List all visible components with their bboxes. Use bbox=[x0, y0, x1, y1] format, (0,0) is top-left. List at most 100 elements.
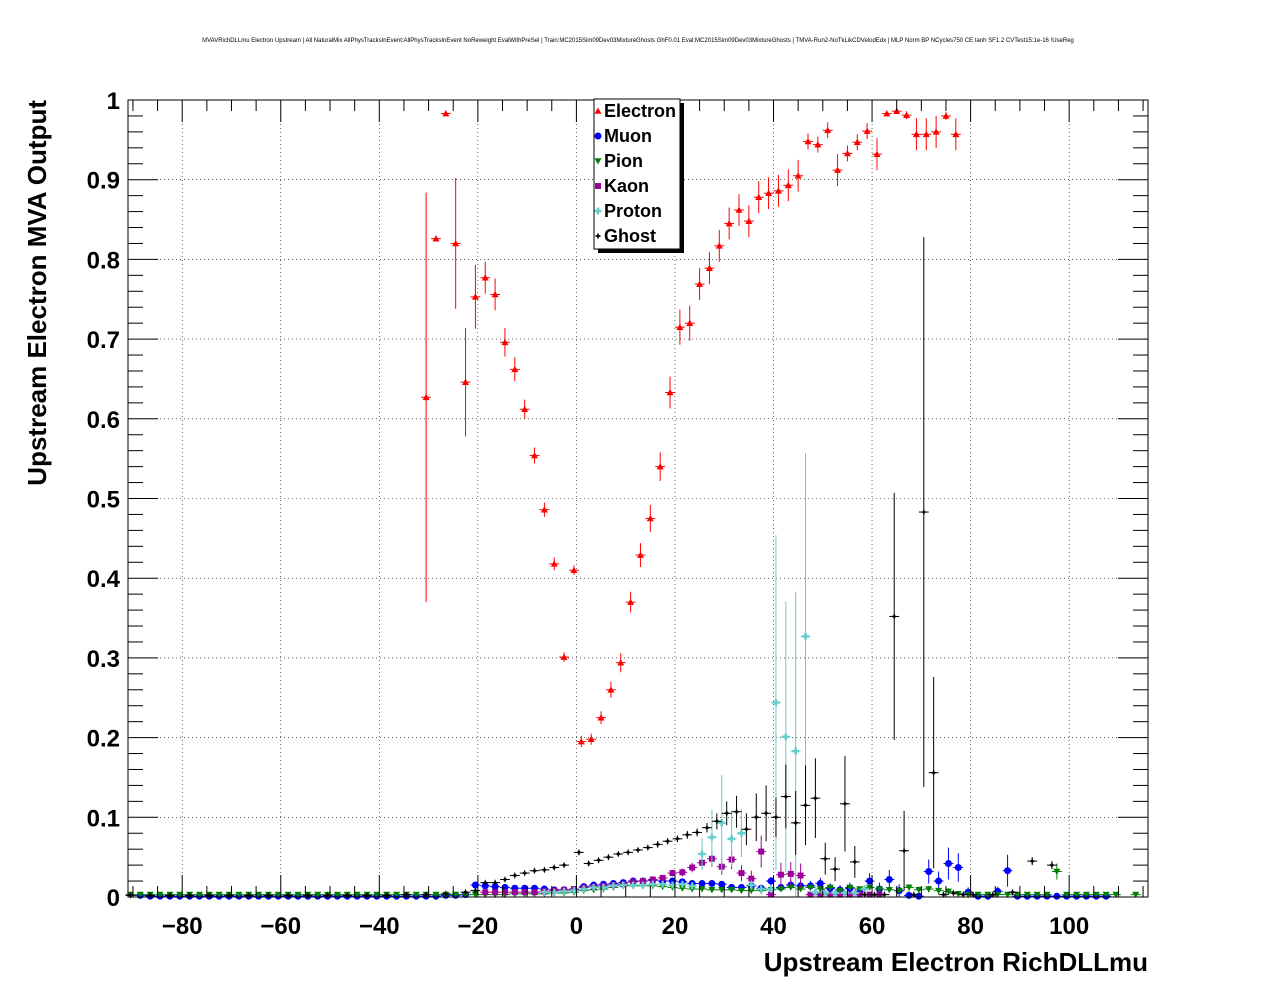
grid bbox=[128, 99, 1148, 898]
point-marker bbox=[491, 883, 499, 891]
series-proton bbox=[539, 453, 870, 897]
point-marker bbox=[511, 889, 518, 896]
legend-label-muon: Muon bbox=[604, 126, 652, 146]
data-point bbox=[559, 652, 570, 662]
point-marker bbox=[343, 891, 351, 899]
y-tick-label: 0.6 bbox=[87, 407, 120, 434]
point-marker bbox=[597, 714, 605, 721]
point-marker bbox=[373, 891, 381, 899]
data-point bbox=[608, 882, 619, 890]
point-marker bbox=[885, 887, 893, 894]
data-point bbox=[899, 810, 910, 891]
point-marker bbox=[304, 891, 312, 899]
data-point bbox=[401, 891, 412, 899]
point-marker bbox=[673, 835, 681, 843]
data-point bbox=[913, 892, 924, 900]
data-point bbox=[697, 838, 707, 870]
point-marker bbox=[922, 130, 930, 138]
data-point bbox=[756, 885, 767, 894]
point-marker bbox=[883, 110, 891, 117]
point-marker bbox=[737, 887, 745, 895]
data-point bbox=[603, 853, 614, 861]
y-tick-label: 0.8 bbox=[87, 247, 120, 274]
data-point bbox=[625, 591, 636, 613]
x-tick-label: 60 bbox=[859, 913, 886, 940]
data-point bbox=[775, 886, 786, 893]
data-point bbox=[923, 859, 934, 884]
data-point bbox=[657, 880, 668, 888]
axes: −80 −60 −40 −20 0 20 40 60 80 100 0 0.1 0.2 0.3 0.4 0.5… bbox=[87, 88, 1148, 940]
data-point bbox=[795, 863, 806, 888]
data-point bbox=[840, 755, 850, 852]
point-marker bbox=[324, 891, 332, 899]
data-point bbox=[726, 810, 737, 867]
point-marker bbox=[777, 886, 785, 893]
data-point bbox=[450, 178, 461, 309]
point-marker bbox=[772, 699, 780, 707]
data-point bbox=[655, 452, 666, 481]
point-marker bbox=[708, 833, 716, 841]
point-marker bbox=[659, 874, 666, 881]
data-point bbox=[825, 884, 836, 891]
point-marker bbox=[649, 880, 657, 888]
point-marker bbox=[935, 887, 943, 895]
point-marker bbox=[636, 551, 644, 558]
point-marker bbox=[861, 885, 869, 893]
point-marker bbox=[452, 891, 460, 899]
data-point bbox=[573, 848, 584, 856]
point-marker bbox=[824, 126, 832, 134]
point-marker bbox=[834, 166, 842, 173]
point-marker bbox=[585, 860, 593, 867]
point-marker bbox=[333, 891, 341, 899]
data-point bbox=[460, 327, 471, 437]
data-point bbox=[194, 891, 205, 899]
point-marker bbox=[723, 809, 731, 817]
data-point bbox=[1022, 891, 1033, 899]
data-point bbox=[692, 828, 703, 837]
data-point bbox=[687, 882, 698, 890]
point-marker bbox=[452, 239, 460, 247]
data-point bbox=[628, 881, 638, 889]
point-marker bbox=[959, 891, 967, 899]
data-point bbox=[352, 891, 363, 899]
point-marker bbox=[814, 141, 822, 148]
data-point bbox=[529, 867, 540, 875]
point-marker bbox=[255, 891, 263, 899]
data-point bbox=[815, 891, 826, 898]
y-tick-label: 0.5 bbox=[87, 487, 120, 514]
x-tick-label: −60 bbox=[260, 913, 301, 940]
point-marker bbox=[772, 813, 780, 821]
point-marker bbox=[802, 632, 810, 640]
x-tick-label: −80 bbox=[162, 913, 203, 940]
point-marker bbox=[821, 855, 829, 863]
data-point bbox=[1012, 891, 1023, 899]
point-marker bbox=[846, 884, 854, 891]
point-marker bbox=[501, 876, 509, 883]
data-point bbox=[938, 891, 949, 899]
point-marker bbox=[915, 887, 923, 894]
data-point bbox=[672, 835, 683, 843]
point-marker bbox=[560, 887, 568, 895]
point-marker bbox=[811, 794, 819, 802]
y-tick-label: 0.4 bbox=[87, 566, 121, 593]
point-marker bbox=[136, 891, 144, 899]
point-marker bbox=[831, 889, 839, 897]
data-point bbox=[1042, 891, 1052, 899]
data-point bbox=[800, 453, 811, 820]
data-point bbox=[677, 880, 688, 888]
point-marker bbox=[797, 872, 804, 879]
series-ghost bbox=[125, 237, 1057, 899]
point-marker bbox=[471, 881, 479, 889]
data-point bbox=[596, 711, 606, 725]
data-point bbox=[726, 887, 737, 894]
point-marker bbox=[471, 891, 479, 899]
point-marker bbox=[176, 891, 184, 899]
point-marker bbox=[1092, 891, 1100, 899]
point-marker bbox=[900, 847, 908, 855]
data-point bbox=[697, 886, 707, 893]
data-point bbox=[953, 853, 964, 882]
point-marker bbox=[765, 189, 773, 197]
point-marker bbox=[629, 881, 637, 889]
point-marker bbox=[851, 889, 859, 897]
data-point bbox=[381, 891, 392, 899]
